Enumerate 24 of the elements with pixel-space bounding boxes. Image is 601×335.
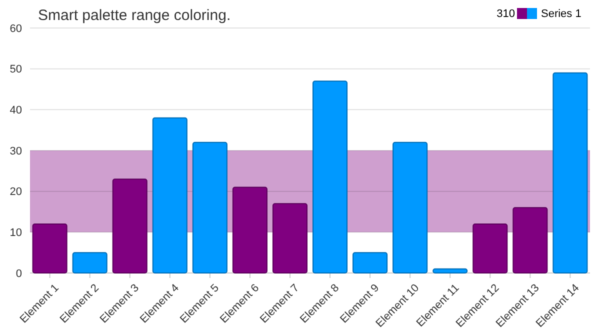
legend-title: 310 xyxy=(496,8,515,20)
bar xyxy=(192,142,228,274)
legend-label: Series 1 xyxy=(541,8,582,20)
bar xyxy=(72,252,108,274)
bar xyxy=(352,252,388,274)
bar xyxy=(152,117,188,274)
bar xyxy=(472,224,508,274)
y-tick-label: 60 xyxy=(10,22,22,35)
y-tick-label: 50 xyxy=(10,64,22,76)
y-tick-label: 0 xyxy=(16,268,22,280)
y-tick-label: 20 xyxy=(10,186,22,198)
bar xyxy=(432,268,468,274)
bar xyxy=(312,80,348,274)
bar xyxy=(112,178,148,274)
bar xyxy=(392,142,428,274)
bar xyxy=(32,224,68,274)
bar xyxy=(552,72,588,274)
bar xyxy=(272,203,308,274)
chart-title: Smart palette range coloring. xyxy=(38,7,231,24)
y-tick-label: 40 xyxy=(10,104,22,117)
y-tick-label: 10 xyxy=(10,227,22,240)
y-tick-label: 30 xyxy=(10,145,22,158)
bar xyxy=(512,207,548,274)
bar xyxy=(232,186,268,274)
